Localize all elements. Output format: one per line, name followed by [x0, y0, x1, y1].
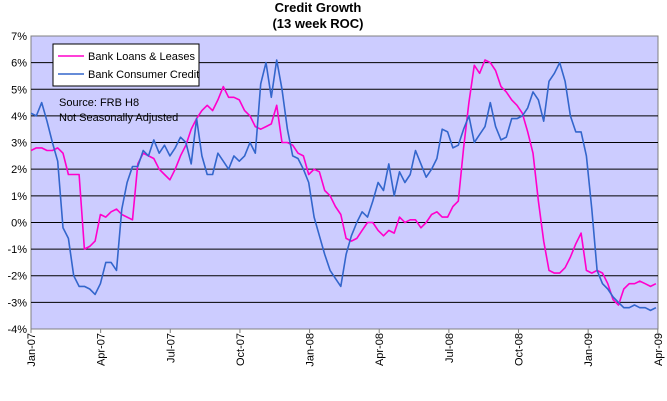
series-line-bank-consumer-credit: [31, 59, 657, 312]
x-tick-label: Apr-08: [374, 333, 386, 366]
y-tick-label: -2%: [7, 271, 27, 283]
x-tick-label: Oct-07: [235, 333, 247, 366]
x-tick-label: Jan-07: [26, 333, 38, 367]
y-tick-label: 3%: [11, 138, 27, 150]
adjustment-annotation: Not Seasonally Adjusted: [59, 112, 178, 124]
x-tick-label: Apr-07: [96, 333, 108, 366]
x-tick-label: Jan-08: [305, 333, 317, 367]
series-layer: [31, 59, 657, 312]
source-annotation: Source: FRB H8: [59, 97, 139, 109]
legend: Bank Loans & Leases Bank Consumer Credit: [52, 43, 200, 87]
chart-title: Credit Growth: [275, 0, 362, 15]
legend-box: [52, 43, 200, 87]
legend-label-bank-loans: Bank Loans & Leases: [88, 51, 196, 63]
y-tick-label: 6%: [11, 58, 27, 70]
x-tick-label: Jan-09: [583, 333, 595, 367]
x-tick-label: Oct-08: [514, 333, 526, 366]
y-tick-label: -3%: [7, 297, 27, 309]
y-tick-label: -1%: [7, 244, 27, 256]
y-tick-label: 1%: [11, 191, 27, 203]
y-tick-label: 0%: [11, 217, 27, 229]
legend-label-consumer-credit: Bank Consumer Credit: [88, 69, 199, 81]
x-axis-tick-labels: Jan-07 Apr-07 Jul-07 Oct-07 Jan-08 Apr-08 Jul-…: [26, 329, 665, 367]
y-tick-label: -4%: [7, 324, 27, 336]
y-axis-tick-labels: -4% -3% -2% -1% 0% 1% 2% 3% 4% 5% 6% 7%: [7, 31, 27, 336]
chart-subtitle: (13 week ROC): [272, 16, 363, 31]
y-tick-label: 5%: [11, 84, 27, 96]
x-tick-label: Jul-08: [444, 333, 456, 363]
x-tick-label: Jul-07: [165, 333, 177, 363]
y-tick-label: 7%: [11, 31, 27, 43]
y-tick-label: 4%: [11, 111, 27, 123]
series-line-bank-loans-leases: [31, 59, 657, 306]
x-tick-label: Apr-09: [653, 333, 665, 366]
y-tick-label: 2%: [11, 164, 27, 176]
